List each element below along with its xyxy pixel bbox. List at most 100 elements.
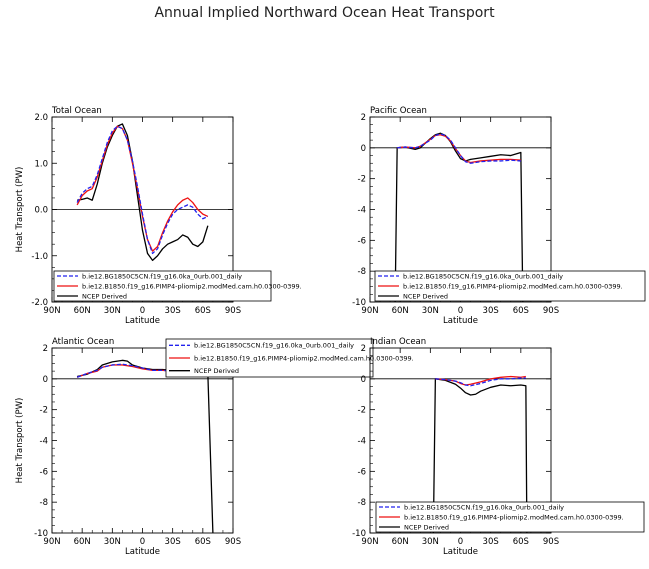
legend: b.ie12.BG1850C5CN.f19_g16.0ka_0urb.001_d… xyxy=(165,338,414,378)
y-tick-label: -8 xyxy=(40,498,48,508)
legend-label: NCEP Derived xyxy=(82,292,127,300)
legend-label: b.ie12.BG1850C5CN.f19_g16.0ka_0urb.001_d… xyxy=(403,272,563,280)
y-tick-label: 2 xyxy=(43,344,48,354)
legend-box xyxy=(165,338,374,378)
legend-label: b.ie12.B1850.f19_g16.PIMP4-pliomip2.modM… xyxy=(194,354,414,362)
x-tick-label: 30N xyxy=(422,306,439,316)
panel-3: Indian Ocean 90N 60N 30N 0 30S 60S 90S 2 0 -2 -4 -6 -… xyxy=(352,337,645,557)
series-group xyxy=(76,359,214,533)
x-tick-label: 90N xyxy=(361,537,378,547)
series-group xyxy=(394,132,524,302)
legend-label: b.ie12.B1850.f19_g16.PIMP4-pliomip2.modM… xyxy=(403,282,623,290)
x-tick-label: 30N xyxy=(104,306,121,316)
y-tick-label: -2 xyxy=(40,406,48,416)
x-tick-label: 30N xyxy=(104,537,121,547)
y-tick-label: -8 xyxy=(358,267,366,277)
y-tick-label: -2 xyxy=(358,175,366,185)
x-tick-label: 60S xyxy=(513,306,529,316)
panel-1: Pacific Ocean 90N 60N 30N 0 30S 60S 90S 2 0 -2 -4 -6… xyxy=(352,106,646,326)
panel-title: Atlantic Ocean xyxy=(52,337,114,347)
plot-frame xyxy=(51,116,234,303)
legend-label: b.ie12.B1850.f19_g16.PIMP4-pliomip2.modM… xyxy=(404,513,624,521)
legend-label: b.ie12.B1850.f19_g16.PIMP4-pliomip2.modM… xyxy=(82,282,302,290)
y-tick-label: -10 xyxy=(352,529,366,539)
y-tick-label: 0 xyxy=(361,144,366,154)
x-tick-label: 0 xyxy=(458,306,463,316)
legend-box xyxy=(374,270,646,302)
y-tick-label: -6 xyxy=(40,467,48,477)
x-tick-label: 90N xyxy=(361,306,378,316)
x-tick-label: 30S xyxy=(483,306,499,316)
y-tick-label: 0 xyxy=(43,375,48,385)
y-tick-label: -10 xyxy=(34,529,48,539)
series-group xyxy=(432,375,528,533)
series-line-2 xyxy=(394,132,524,302)
x-tick-label: 0 xyxy=(458,537,463,547)
panel-title: Pacific Ocean xyxy=(370,106,427,116)
x-tick-label: 60S xyxy=(195,537,211,547)
series-line-2 xyxy=(432,378,528,533)
x-axis-label: Latitude xyxy=(443,316,478,326)
y-tick-label: 1.0 xyxy=(34,159,48,169)
legend-label: NCEP Derived xyxy=(403,292,448,300)
legend-box xyxy=(375,501,645,533)
y-tick-label: -6 xyxy=(358,467,366,477)
plot-frame xyxy=(369,347,552,534)
x-axis-label: Latitude xyxy=(125,547,160,557)
x-tick-label: 30S xyxy=(483,537,499,547)
legend: b.ie12.BG1850C5CN.f19_g16.0ka_0urb.001_d… xyxy=(374,270,646,302)
series-line-0 xyxy=(76,125,209,255)
y-tick-label: -6 xyxy=(358,236,366,246)
x-tick-label: 30N xyxy=(422,537,439,547)
legend-label: b.ie12.BG1850C5CN.f19_g16.0ka_0urb.001_d… xyxy=(82,272,242,280)
x-tick-label: 60S xyxy=(513,537,529,547)
y-tick-label: -2.0 xyxy=(31,298,48,308)
legend-label: NCEP Derived xyxy=(194,367,239,375)
y-tick-label: 0.0 xyxy=(34,206,48,216)
legend-label: b.ie12.BG1850C5CN.f19_g16.0ka_0urb.001_d… xyxy=(194,342,354,350)
panel-2: Atlantic Ocean 90N 60N 30N 0 30S 60S 90S 2 0 -2 -4 -… xyxy=(15,337,414,557)
x-tick-label: 0 xyxy=(140,537,145,547)
series-line-0 xyxy=(435,377,526,387)
y-tick-label: 2.0 xyxy=(34,113,48,123)
x-tick-label: 90S xyxy=(543,537,559,547)
series-group xyxy=(76,123,209,262)
series-line-2 xyxy=(76,359,214,533)
y-tick-label: -4 xyxy=(358,437,366,447)
y-axis-label: Heat Transport (PW) xyxy=(15,167,25,253)
plot-frame xyxy=(369,116,552,303)
x-tick-label: 90S xyxy=(225,537,241,547)
series-line-2 xyxy=(77,123,209,262)
x-tick-label: 60S xyxy=(195,306,211,316)
figure-title: Annual Implied Northward Ocean Heat Tran… xyxy=(154,5,495,21)
x-tick-label: 60N xyxy=(74,306,91,316)
y-tick-label: -4 xyxy=(40,437,48,447)
x-tick-label: 30S xyxy=(165,537,181,547)
y-tick-label: -4 xyxy=(358,206,366,216)
x-tick-label: 90S xyxy=(225,306,241,316)
legend: b.ie12.BG1850C5CN.f19_g16.0ka_0urb.001_d… xyxy=(375,501,645,533)
panel-title: Indian Ocean xyxy=(370,337,426,347)
panel-title: Total Ocean xyxy=(51,106,102,116)
y-tick-label: -10 xyxy=(352,298,366,308)
series-line-1 xyxy=(397,134,521,164)
legend-box xyxy=(53,270,272,302)
y-tick-label: -2 xyxy=(358,406,366,416)
x-axis-label: Latitude xyxy=(443,547,478,557)
legend-label: b.ie12.BG1850C5CN.f19_g16.0ka_0urb.001_d… xyxy=(404,503,564,511)
y-tick-label: 0 xyxy=(361,375,366,385)
series-line-0 xyxy=(397,133,521,164)
x-tick-label: 60N xyxy=(392,306,409,316)
legend-label: NCEP Derived xyxy=(404,523,449,531)
x-tick-label: 90N xyxy=(43,537,60,547)
y-tick-label: 2 xyxy=(361,113,366,123)
panel-0: Total Ocean 90N 60N 30N 0 30S 60S 90S 2.0 1.0 0.0 -… xyxy=(15,106,302,326)
x-tick-label: 60N xyxy=(392,537,409,547)
y-tick-label: 2 xyxy=(361,344,366,354)
x-tick-label: 90S xyxy=(543,306,559,316)
series-line-1 xyxy=(76,125,209,252)
y-axis-label: Heat Transport (PW) xyxy=(15,398,25,484)
x-tick-label: 90N xyxy=(43,306,60,316)
legend: b.ie12.BG1850C5CN.f19_g16.0ka_0urb.001_d… xyxy=(53,270,302,302)
